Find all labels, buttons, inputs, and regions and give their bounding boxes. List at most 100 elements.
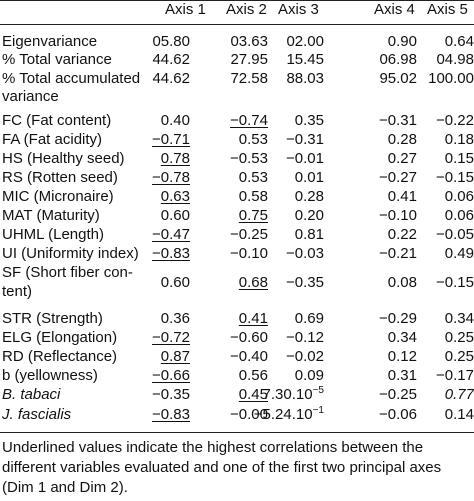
cell-axis-5: 04.98 (436, 51, 474, 68)
row-label-continuation: variance (2, 88, 59, 105)
cell-axis-4: −0.27 (379, 169, 417, 186)
cell-axis-1: −0.35 (152, 386, 190, 403)
row-label: RD (Reflectance) (2, 348, 118, 365)
cell-axis-3: 0.81 (294, 226, 324, 243)
row-label: FA (Fat acidity) (2, 131, 103, 148)
cell-axis-2: −0.53 (230, 150, 268, 167)
cell-axis-2: 03.63 (230, 33, 268, 50)
cell-axis-5: 0.64 (444, 33, 474, 50)
cell-axis-2: 0.68 (238, 274, 268, 291)
bottom-rule (0, 432, 474, 433)
cell-axis-1: 0.78 (160, 150, 190, 167)
cell-axis-4: 0.08 (387, 274, 417, 291)
header-axis-2: Axis 2 (226, 1, 267, 18)
cell-axis-3-base: 7.30.10 (262, 386, 313, 403)
cell-axis-3: 0.20 (294, 207, 324, 224)
row-label: ELG (Elongation) (2, 329, 118, 346)
cell-axis-5: −0.15 (436, 274, 474, 291)
cell-axis-4: 0.22 (387, 226, 417, 243)
header-axis-5: Axis 5 (427, 1, 468, 18)
cell-axis-3: −0.31 (286, 131, 324, 148)
cell-axis-3: 0.01 (294, 169, 324, 186)
cell-axis-1: −0.83 (152, 245, 190, 262)
cell-axis-4: 0.31 (387, 367, 417, 384)
cell-axis-5: 0.25 (444, 329, 474, 346)
row-label: UHML (Length) (2, 226, 104, 243)
cell-axis-5: 0.34 (444, 310, 474, 327)
cell-axis-2: 0.56 (238, 367, 268, 384)
cell-axis-4: −0.10 (379, 207, 417, 224)
cell-axis-1: −0.83 (152, 406, 190, 423)
header-axis-4: Axis 4 (374, 1, 415, 18)
cell-axis-2: −0.00 (230, 406, 268, 423)
table-footnote: Underlined values indicate the highest c… (2, 439, 442, 496)
cell-axis-3: 7.30.10−5 (263, 386, 324, 404)
cell-axis-1: 44.62 (152, 70, 190, 87)
cell-axis-5: 0.49 (444, 245, 474, 262)
cell-axis-3: 0.69 (294, 310, 324, 327)
row-label: STR (Strength) (2, 310, 103, 327)
cell-axis-3: 0.35 (294, 112, 324, 129)
cell-axis-1: −0.71 (152, 131, 190, 148)
cell-axis-2: −0.10 (230, 245, 268, 262)
row-label: FC (Fat content) (2, 112, 112, 129)
cell-axis-3-base: −5.24.10 (253, 406, 313, 423)
cell-axis-5: 0.14 (444, 406, 474, 423)
cell-axis-3: 88.03 (286, 70, 324, 87)
cell-axis-3: −0.12 (286, 329, 324, 346)
row-label: Eigenvariance (2, 33, 98, 50)
cell-axis-1: −0.47 (152, 226, 190, 243)
row-label: SF (Short fiber con- (2, 264, 133, 281)
cell-axis-2: 27.95 (230, 51, 268, 68)
cell-axis-1: 0.87 (160, 348, 190, 365)
cell-axis-1: 0.60 (160, 274, 190, 291)
cell-axis-2: −0.74 (230, 112, 268, 129)
cell-axis-2: −0.60 (230, 329, 268, 346)
row-label: b (yellowness) (2, 367, 98, 384)
cell-axis-2: 0.75 (238, 207, 268, 224)
row-label: MIC (Micronaire) (2, 188, 114, 205)
cell-axis-2: 0.41 (238, 310, 268, 327)
cell-axis-5: −0.15 (436, 169, 474, 186)
cell-axis-4: −0.06 (379, 406, 417, 423)
cell-axis-4: 06.98 (379, 51, 417, 68)
cell-axis-1: 0.60 (160, 207, 190, 224)
row-label: J. fascialis (2, 406, 72, 423)
cell-axis-1: 0.36 (160, 310, 190, 327)
cell-axis-2: 0.45 (238, 386, 268, 403)
row-label-continuation: tent) (2, 283, 33, 300)
cell-axis-2: 0.53 (238, 169, 268, 186)
header-axis-1: Axis 1 (165, 1, 206, 18)
cell-axis-5: 0.15 (444, 150, 474, 167)
cell-axis-3: 0.09 (294, 367, 324, 384)
cell-axis-5: 0.06 (444, 188, 474, 205)
cell-axis-4: −0.21 (379, 245, 417, 262)
cell-axis-4: −0.31 (379, 112, 417, 129)
cell-axis-4: 0.90 (387, 33, 417, 50)
cell-axis-3: 02.00 (286, 33, 324, 50)
cell-axis-2: −0.25 (230, 226, 268, 243)
cell-axis-3-exponent: −5 (312, 385, 324, 396)
cell-axis-2: 0.53 (238, 131, 268, 148)
cell-axis-5: 0.18 (444, 131, 474, 148)
header-rule (0, 24, 474, 25)
cell-axis-1: 0.63 (160, 188, 190, 205)
cell-axis-5: 0.25 (444, 348, 474, 365)
header-axis-3: Axis 3 (278, 1, 319, 18)
row-label: HS (Healthy seed) (2, 150, 125, 167)
cell-axis-4: 0.27 (387, 150, 417, 167)
cell-axis-5: −0.05 (436, 226, 474, 243)
cell-axis-5: 0.77 (444, 386, 474, 403)
cell-axis-1: 05.80 (152, 33, 190, 50)
cell-axis-3: −5.24.10−1 (254, 406, 324, 424)
cell-axis-3: 15.45 (286, 51, 324, 68)
cell-axis-2: 0.58 (238, 188, 268, 205)
row-label: MAT (Maturity) (2, 207, 100, 224)
row-label: UI (Uniformity index) (2, 245, 139, 262)
row-label: % Total accumulated (2, 70, 141, 87)
cell-axis-4: 0.12 (387, 348, 417, 365)
cell-axis-2: −0.40 (230, 348, 268, 365)
cell-axis-3: −0.35 (286, 274, 324, 291)
cell-axis-5: 0.06 (444, 207, 474, 224)
row-label: % Total variance (2, 51, 112, 68)
